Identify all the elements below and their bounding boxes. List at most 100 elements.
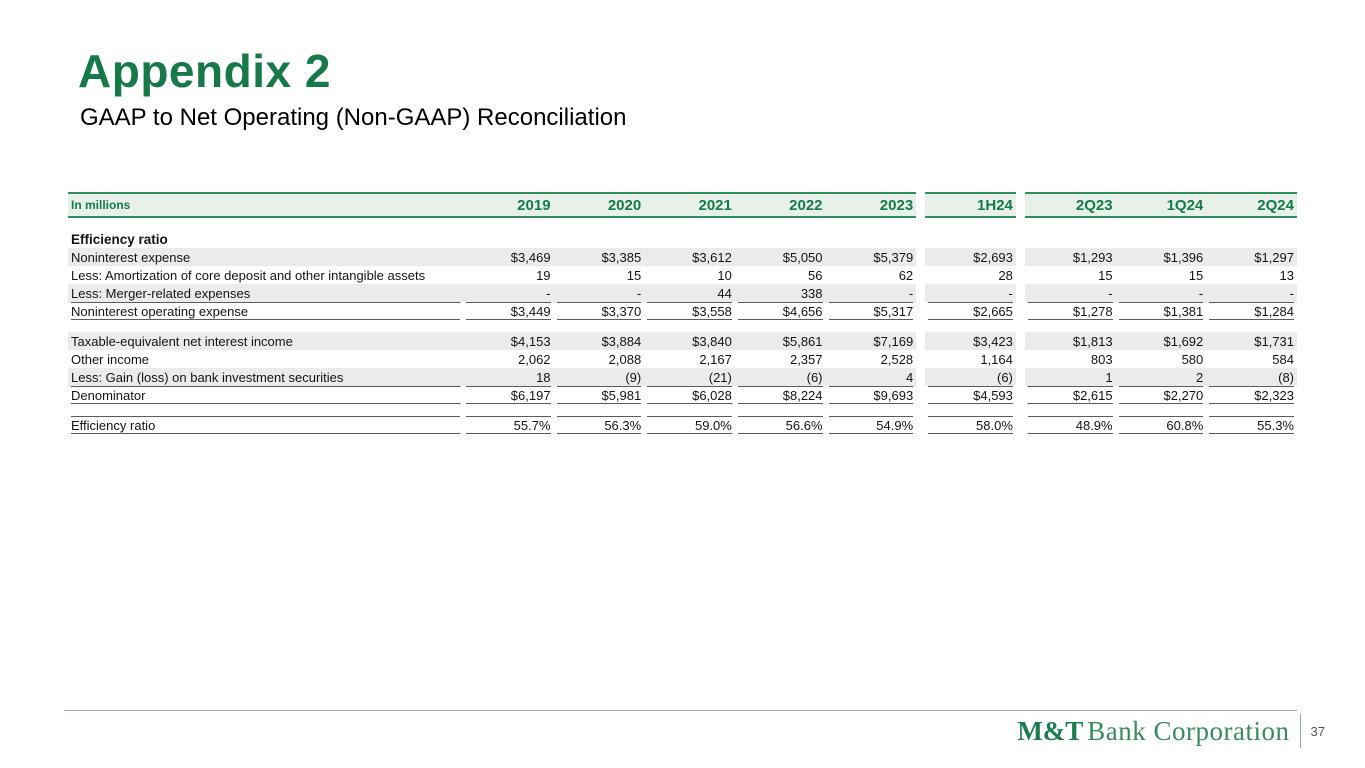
page-number: 37 [1310, 723, 1325, 739]
footer-vertical-rule [1299, 714, 1301, 748]
table-cell: 1,164 [980, 351, 1013, 367]
table-cell: $7,169 [825, 332, 917, 350]
table-row: Noninterest operating expense $3,449 $3,37… [68, 302, 1297, 320]
table-cell: $4,593 [925, 386, 1016, 404]
table-row: Noninterest expense $3,469 $3,385 $3,612 $5,… [68, 248, 1297, 266]
table-cell: - [1024, 284, 1116, 302]
table-cell: 54.9% [826, 416, 917, 434]
table-cell: - [1115, 284, 1207, 302]
logo-bank-corporation-text: Bank Corporation [1087, 715, 1290, 746]
spacer-column [916, 416, 926, 434]
table-cell: $3,612 [644, 248, 735, 266]
spacer-column [1015, 368, 1025, 386]
table-cell: 2 [1115, 368, 1207, 386]
table-cell: 55.3% [1206, 416, 1297, 434]
page-subtitle: GAAP to Net Operating (Non-GAAP) Reconci… [80, 104, 627, 131]
table-cell: $1,731 [1206, 332, 1297, 350]
table-cell [554, 230, 645, 248]
spacer-row-cell [68, 404, 1297, 416]
table-cell: $5,861 [734, 332, 826, 350]
table-cell: 59.0% [644, 416, 735, 434]
table-cell: (6) [734, 368, 826, 386]
column-header: 2021 [644, 192, 735, 218]
table-cell: $3,449 [463, 302, 554, 320]
table-cell: $4,153 [462, 332, 554, 350]
table-cell [463, 230, 554, 248]
table-cell: 2,062 [518, 351, 551, 367]
table-cell: 2,357 [789, 351, 823, 367]
table-cell: 56 [808, 267, 823, 283]
table-cell: $3,370 [554, 302, 645, 320]
table-cell: $5,050 [734, 248, 826, 266]
table-cell: (21) [644, 368, 735, 386]
column-header: 2022 [734, 192, 826, 218]
table-cell: - [925, 284, 1016, 302]
table-cell: (8) [1206, 368, 1297, 386]
spacer-column [916, 284, 926, 302]
table-cell: (9) [553, 368, 645, 386]
table-cell: $1,396 [1115, 248, 1207, 266]
table-cell: 28 [998, 267, 1013, 283]
table-row: Less: Gain (loss) on bank investment sec… [68, 368, 1297, 386]
table-cell: 1 [1024, 368, 1116, 386]
table-row: Taxable-equivalent net interest income $4… [68, 332, 1297, 350]
table-cell: $3,558 [644, 302, 735, 320]
table-cell: 4 [825, 368, 917, 386]
table-cell: 15 [1098, 267, 1113, 283]
table-row [68, 320, 1297, 332]
spacer-column [916, 248, 926, 266]
table-cell: $2,615 [1025, 386, 1116, 404]
spacer-column [916, 350, 926, 368]
table-cell: $2,270 [1116, 386, 1207, 404]
logo-mt-text: M&T [1017, 715, 1084, 746]
table-cell [1116, 230, 1207, 248]
table-cell: $3,469 [462, 248, 554, 266]
table-cell: 60.8% [1116, 416, 1207, 434]
row-label: Other income [71, 351, 150, 367]
table-cell: $1,293 [1024, 248, 1116, 266]
table-cell [1206, 230, 1297, 248]
table-cell: 15 [626, 267, 642, 283]
table-row: Efficiency ratio 55.7% 56.3% 59.0% 56.6% 54.9… [68, 416, 1297, 434]
table-cell: 2,167 [699, 351, 732, 367]
footer-divider-line [64, 710, 1297, 711]
table-cell: (6) [925, 368, 1016, 386]
table-cell: $5,379 [825, 248, 917, 266]
table-cell: - [825, 284, 917, 302]
table-row: Other income 2,062 2,088 2,167 2,357 2,528 1,1… [68, 350, 1297, 368]
table-cell: $3,385 [553, 248, 645, 266]
column-header: 2020 [553, 192, 645, 218]
table-cell [735, 230, 826, 248]
table-cell: $3,884 [553, 332, 645, 350]
spacer-row-cell [68, 217, 1297, 230]
column-header: 2Q23 [1024, 192, 1116, 218]
table-cell: $4,656 [735, 302, 826, 320]
table-row: Denominator $6,197 $5,981 $6,028 $8,224 $9,69… [68, 386, 1297, 404]
spacer-column [1015, 350, 1025, 368]
table-cell: 44 [644, 284, 735, 302]
spacer-column [1015, 266, 1025, 284]
column-header-in-millions: In millions [68, 192, 463, 218]
table-cell: 10 [717, 267, 732, 283]
table-cell: 2,528 [880, 351, 914, 367]
table-cell: $6,197 [463, 386, 554, 404]
table-cell: $1,278 [1025, 302, 1116, 320]
table-cell: $1,381 [1116, 302, 1207, 320]
table-cell: 2,088 [608, 351, 642, 367]
table-cell: $8,224 [735, 386, 826, 404]
spacer-column [1015, 416, 1025, 434]
row-label: Noninterest operating expense [68, 302, 463, 320]
table-cell: $6,028 [644, 386, 735, 404]
table-cell: 56.3% [554, 416, 645, 434]
table-cell: $3,840 [644, 332, 735, 350]
table-cell: - [553, 284, 645, 302]
table-cell: 584 [1272, 351, 1294, 367]
table-cell: $1,813 [1024, 332, 1116, 350]
table-cell [925, 230, 1016, 248]
table-cell: $1,692 [1115, 332, 1207, 350]
table-cell [826, 230, 917, 248]
row-label: Less: Merger-related expenses [68, 284, 463, 302]
spacer-column [916, 193, 926, 217]
table-cell: 13 [1279, 267, 1294, 283]
table-row: Efficiency ratio [68, 230, 1297, 248]
